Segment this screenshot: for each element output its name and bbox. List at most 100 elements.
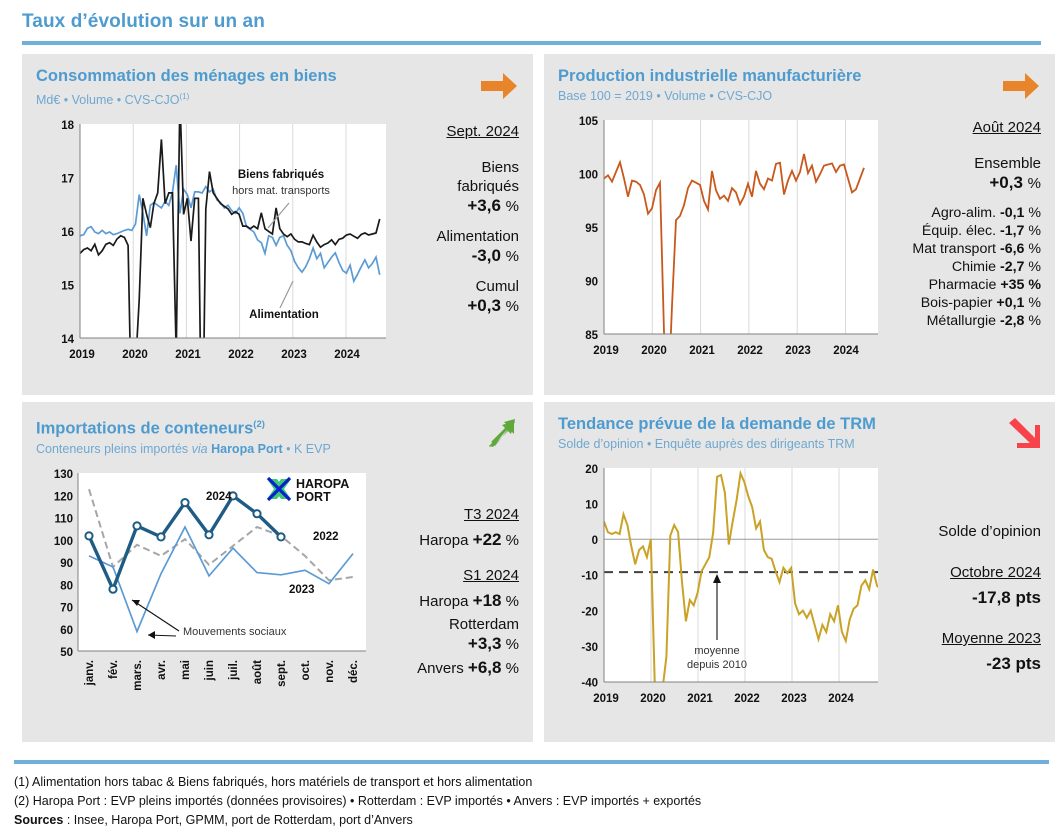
period-label-moyenne: Moyenne 2023: [941, 630, 1041, 647]
stat-value-octobre: -17,8 pts: [972, 588, 1041, 607]
svg-text:14: 14: [61, 334, 74, 346]
svg-text:15: 15: [61, 281, 74, 293]
svg-text:2021: 2021: [175, 349, 201, 361]
svg-text:mars.: mars.: [132, 660, 144, 691]
svg-text:2021: 2021: [687, 693, 713, 705]
svg-text:17: 17: [61, 174, 74, 186]
svg-text:90: 90: [585, 277, 598, 289]
footnote-1: (1) Alimentation hors tabac & Biens fabr…: [14, 775, 533, 789]
stat-value-alimentation: -3,0 %: [471, 246, 519, 266]
chart-consommation: 18 17 16 15 14 2019 2020 2021 2022: [36, 118, 396, 376]
panel-subtitle: Base 100 = 2019 • Volume • CVS-CJO: [558, 89, 773, 103]
stat-value-rotterdam: +3,3 %: [467, 633, 519, 653]
panel-subtitle: Md€ • Volume • CVS-CJO(1): [36, 89, 337, 108]
svg-text:2022: 2022: [734, 693, 760, 705]
arrow-up-right-green-icon: [479, 417, 519, 451]
panel-title: Consommation des ménages en biens: [36, 67, 337, 86]
sources-label: Sources: [14, 813, 64, 827]
arrow-down-right-red-icon: [1001, 417, 1041, 451]
stat-row-haropa-s1: Haropa +18 %: [419, 590, 519, 610]
panel-title-footnote: (2): [253, 419, 265, 430]
series-label-2024: 2024: [206, 491, 232, 503]
svg-text:2019: 2019: [69, 349, 95, 361]
sources-line: Sources : Insee, Haropa Port, GPMM, port…: [14, 811, 1049, 830]
period-label-s1: S1 2024: [463, 566, 519, 584]
panel-title-text: Importations de conteneurs: [36, 419, 254, 438]
chart-production: 105 100 95 90 85 2019 2020 2021 2022 202…: [558, 114, 888, 372]
svg-text:2019: 2019: [593, 693, 619, 705]
svg-text:130: 130: [54, 469, 73, 481]
panel-importations-conteneurs: Importations de conteneurs(2) Conteneurs…: [22, 402, 533, 742]
panel-subtitle-text: Md€ • Volume • CVS-CJO: [36, 93, 180, 108]
svg-text:-20: -20: [581, 606, 598, 618]
svg-text:2020: 2020: [122, 349, 148, 361]
panel-title: Production industrielle manufacturière: [558, 67, 862, 85]
stat-row-equip: Équip. élec. -1,7 %: [921, 223, 1041, 239]
panel-title: Importations de conteneurs(2): [36, 415, 331, 439]
series-2024-markers: [84, 490, 286, 594]
annotation-biens-fabriques-line2: hors mat. transports: [232, 185, 330, 197]
svg-text:mai: mai: [180, 660, 192, 680]
panel-body: 105 100 95 90 85 2019 2020 2021 2022 202…: [558, 114, 1041, 372]
panel-title-text: Consommation des ménages en biens: [36, 67, 337, 85]
sources-text: : Insee, Haropa Port, GPMM, port de Rott…: [63, 813, 413, 827]
panel-header: Production industrielle manufacturière B…: [558, 67, 1041, 104]
panel-subtitle-footnote: (1): [179, 92, 190, 101]
svg-text:60: 60: [60, 624, 73, 636]
svg-text:0: 0: [592, 535, 598, 547]
footer-divider: [14, 760, 1049, 764]
series-alimentation: [80, 165, 381, 284]
svg-text:70: 70: [60, 602, 73, 614]
stat-value-cumul: +0,3 %: [467, 296, 519, 316]
svg-text:80: 80: [60, 580, 73, 592]
stat-row-bois-papier: Bois-papier +0,1 %: [920, 295, 1041, 311]
stat-caption-solde: Solde d’opinion: [938, 523, 1041, 540]
panel-subtitle: Solde d’opinion • Enquête auprès des dir…: [558, 437, 855, 451]
panel-production-industrielle: Production industrielle manufacturière B…: [544, 54, 1055, 395]
svg-text:20: 20: [585, 464, 598, 476]
panel-consommation-menages: Consommation des ménages en biens Md€ • …: [22, 54, 533, 395]
series-biens-fabriques: [80, 124, 381, 339]
panel-body: 130 120 110 100 90 80 70 60 50 janv: [36, 467, 519, 729]
annotation-biens-fabriques-line1: Biens fabriqués: [238, 169, 324, 181]
svg-text:nov.: nov.: [324, 660, 336, 683]
production-side-stats: Août 2024 Ensemble +0,3 % Agro-alim. -0,…: [888, 114, 1041, 372]
svg-text:juil.: juil.: [228, 660, 240, 681]
svg-text:fév.: fév.: [108, 660, 120, 679]
svg-text:-10: -10: [581, 571, 598, 583]
panel-tendance-demande-trm: Tendance prévue de la demande de TRM Sol…: [544, 402, 1055, 742]
stat-row-chimie: Chimie -2,7 %: [951, 259, 1041, 275]
annotation-alimentation: Alimentation: [249, 309, 319, 321]
conteneurs-side-stats: T3 2024 Haropa +22 % S1 2024 Haropa +18 …: [386, 467, 519, 729]
svg-text:18: 18: [61, 120, 74, 132]
svg-text:110: 110: [54, 513, 73, 525]
svg-text:oct.: oct.: [300, 660, 312, 680]
stat-label-alimentation: Alimentation: [436, 228, 519, 246]
consommation-side-stats: Sept. 2024 Biens fabriqués +3,6 % Alimen…: [396, 118, 519, 376]
footnote-2: (2) Haropa Port : EVP pleins importés (d…: [14, 794, 702, 808]
haropa-port-logo: HAROPA PORT: [266, 475, 349, 504]
stat-row-metallurgie: Métallurgie -2,8 %: [926, 313, 1041, 329]
svg-text:50: 50: [60, 647, 73, 659]
svg-text:-40: -40: [581, 678, 598, 690]
svg-text:juin: juin: [204, 660, 216, 681]
svg-text:août: août: [252, 659, 264, 683]
stat-label-rotterdam: Rotterdam: [448, 615, 519, 633]
period-label-t3: T3 2024: [463, 505, 519, 523]
svg-text:2022: 2022: [737, 345, 763, 357]
svg-text:10: 10: [585, 500, 598, 512]
svg-text:2020: 2020: [640, 693, 666, 705]
header-divider: [22, 41, 1041, 45]
period-label-octobre: Octobre 2024: [950, 564, 1041, 581]
svg-text:depuis 2010: depuis 2010: [687, 659, 747, 671]
series-2023: [88, 524, 354, 634]
svg-text:2021: 2021: [689, 345, 715, 357]
panel-header: Importations de conteneurs(2) Conteneurs…: [36, 415, 519, 457]
svg-text:2024: 2024: [833, 345, 859, 357]
svg-text:16: 16: [61, 227, 74, 239]
svg-text:100: 100: [54, 535, 73, 547]
panel-grid: Consommation des ménages en biens Md€ • …: [8, 45, 1055, 742]
svg-text:2023: 2023: [781, 693, 807, 705]
annotation-mouvements-sociaux: Mouvements sociaux: [183, 626, 287, 638]
svg-text:100: 100: [579, 170, 598, 182]
